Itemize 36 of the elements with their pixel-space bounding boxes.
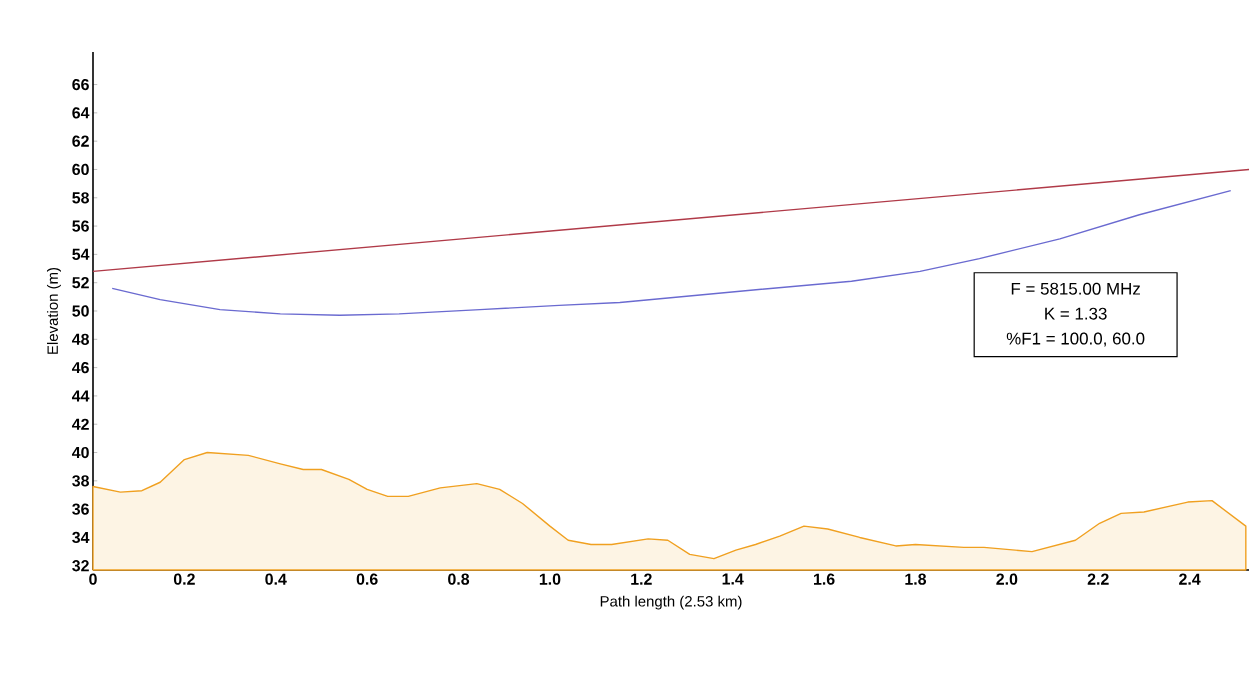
y-tick-label: 62 [72,135,89,147]
y-tick-label: 56 [72,220,89,232]
x-tick-label: 2.4 [1179,573,1201,585]
y-tick-label: 48 [71,333,89,345]
x-tick-label: 0.6 [356,573,378,585]
x-tick-label: 1.4 [722,573,744,585]
y-tick-label: 60 [72,163,89,176]
x-tick-label: 2.2 [1087,573,1109,585]
x-tick-label: 0 [89,573,97,585]
annotation: K = 1.33 [1045,307,1107,320]
x-axis-title: Path length (2.53 km) [600,595,742,610]
y-tick-label: 32 [72,560,89,572]
x-tick-label: 2.0 [996,573,1018,585]
y-tick-label: 34 [72,531,90,544]
y-axis-title: Elevation (m) [46,267,61,354]
y-tick-label: 58 [72,192,89,204]
y-tick-label: 52 [72,277,89,289]
y-tick-label: 38 [72,475,89,487]
x-tick-label: 0.4 [265,573,287,585]
y-tick-label: 46 [71,361,89,374]
y-tick-label: 36 [72,503,89,515]
y-tick-label: 64 [72,107,90,119]
annotation: %F1 = 100.0, 60.0 [1006,332,1145,347]
x-tick-label: 1.8 [905,573,927,585]
y-tick-label: 66 [72,78,89,91]
annotation: F = 5815.00 MHz [1011,282,1140,295]
x-tick-label: 0.2 [173,573,195,585]
x-tick-label: 1.2 [631,573,652,585]
y-tick-label: 40 [71,446,89,459]
x-tick-label: 1.0 [539,573,561,585]
x-tick-label: 0.8 [448,573,470,585]
y-tick-label: 54 [72,248,90,260]
x-tick-label: 1.6 [814,573,835,585]
y-tick-label: 50 [72,305,89,317]
y-tick-label: 42 [71,418,89,430]
y-tick-label: 44 [71,390,90,402]
